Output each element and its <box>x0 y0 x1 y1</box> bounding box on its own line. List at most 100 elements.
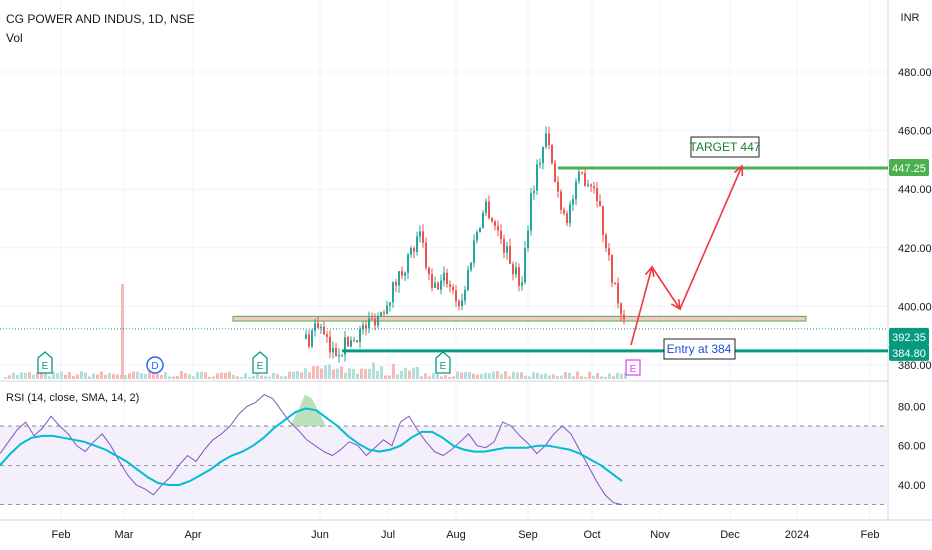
price-tag-bg <box>889 158 929 176</box>
volume-bar <box>260 375 263 379</box>
volume-bar <box>92 373 95 379</box>
volume-bar <box>564 372 567 379</box>
volume-bar <box>20 372 23 379</box>
earnings-icon <box>37 351 53 374</box>
volume-bar <box>28 372 31 379</box>
volume-bar <box>408 370 411 379</box>
volume-bar <box>252 375 255 379</box>
target-label-box <box>690 136 760 158</box>
candle-body <box>353 340 355 342</box>
volume-bar <box>420 376 423 379</box>
time-tick-label: Jun <box>311 529 329 541</box>
candle-body <box>431 274 433 288</box>
volume-bar <box>484 372 487 379</box>
volume-bar <box>372 362 375 379</box>
candle-body <box>533 190 535 194</box>
volume-bar <box>552 374 555 379</box>
volume-bar <box>356 373 359 379</box>
candle-body <box>467 269 469 291</box>
volume-bar <box>312 366 315 379</box>
candles <box>305 126 625 363</box>
price-tick-label: 460.00 <box>898 126 932 138</box>
volume-bar <box>584 376 587 379</box>
candle-body <box>608 248 610 256</box>
price-tick-label: 380.00 <box>898 360 932 372</box>
candle-body <box>542 146 544 164</box>
candle-body <box>404 272 406 276</box>
volume-bar <box>544 373 547 379</box>
candle-body <box>377 316 379 326</box>
volume-bar <box>316 365 319 379</box>
volume-bar <box>156 373 159 379</box>
volume-bar <box>524 375 527 379</box>
price-tag-text: 392.35 <box>892 332 926 344</box>
volume-bar <box>600 376 603 379</box>
volume-bar <box>232 374 235 379</box>
candle-body <box>323 326 325 335</box>
candle-body <box>509 246 511 264</box>
event-marker-e: E <box>37 351 53 374</box>
candle-body <box>455 290 457 302</box>
volume-bar <box>488 373 491 379</box>
volume-bar <box>612 376 615 379</box>
volume-bar <box>12 372 15 379</box>
projection-arrowhead <box>670 298 682 311</box>
candle-body <box>401 271 403 276</box>
volume-bar <box>432 373 435 379</box>
candle-body <box>413 248 415 252</box>
volume-bar <box>36 372 39 379</box>
volume-bar <box>336 368 339 379</box>
volume-bar <box>136 371 139 379</box>
volume-bar <box>560 375 563 379</box>
candle-body <box>347 337 349 347</box>
candle-body <box>452 286 454 291</box>
projection-arrowhead <box>733 164 744 177</box>
rsi-sma-line <box>0 407 623 486</box>
axes: INR 380.00 400.00 420.00 440.00 460.00 480.00 4… <box>52 12 932 541</box>
candle-body <box>359 329 361 343</box>
volume-bar <box>132 371 135 379</box>
price-tag: 384.80 <box>889 343 929 361</box>
candle-body <box>338 355 340 357</box>
candle-body <box>572 199 574 205</box>
candle-body <box>500 230 502 240</box>
volume-bar <box>208 376 211 379</box>
level-lines: TARGET 447 Entry at 384 <box>0 136 888 360</box>
candle-body <box>488 201 490 218</box>
volume-bar <box>112 373 115 379</box>
volume-bar <box>620 373 623 379</box>
volume-bar <box>216 373 219 379</box>
volume-bar <box>72 376 75 379</box>
price-tick-label: 420.00 <box>898 243 932 255</box>
support-zone <box>232 315 807 322</box>
volume-bar <box>168 376 171 379</box>
time-tick-label: Jul <box>381 529 395 541</box>
candle-body <box>320 326 322 328</box>
earnings-icon-letter: E <box>630 364 637 375</box>
time-tick-label: Feb <box>861 529 880 541</box>
volume-bar <box>352 368 355 379</box>
volume-bar <box>228 371 231 379</box>
candle-body <box>620 303 622 315</box>
candle-body <box>458 301 460 307</box>
volume-bar <box>280 376 283 379</box>
volume-bar <box>204 372 207 379</box>
earnings-upcoming-icon <box>625 359 641 376</box>
volume-bar <box>80 371 83 379</box>
volume-bar <box>364 368 367 379</box>
volume-bar <box>300 372 303 379</box>
volume-bars <box>4 284 627 379</box>
candle-body <box>569 204 571 224</box>
volume-bar <box>444 375 447 379</box>
candle-body <box>476 232 478 241</box>
candle-body <box>374 318 376 326</box>
candle-body <box>536 164 538 191</box>
volume-bar <box>492 371 495 379</box>
volume-bar <box>124 375 127 379</box>
rsi-tick-label: 60.00 <box>898 441 926 453</box>
candle-body <box>593 186 595 189</box>
candle-body <box>419 231 421 237</box>
volume-bar <box>296 371 299 379</box>
